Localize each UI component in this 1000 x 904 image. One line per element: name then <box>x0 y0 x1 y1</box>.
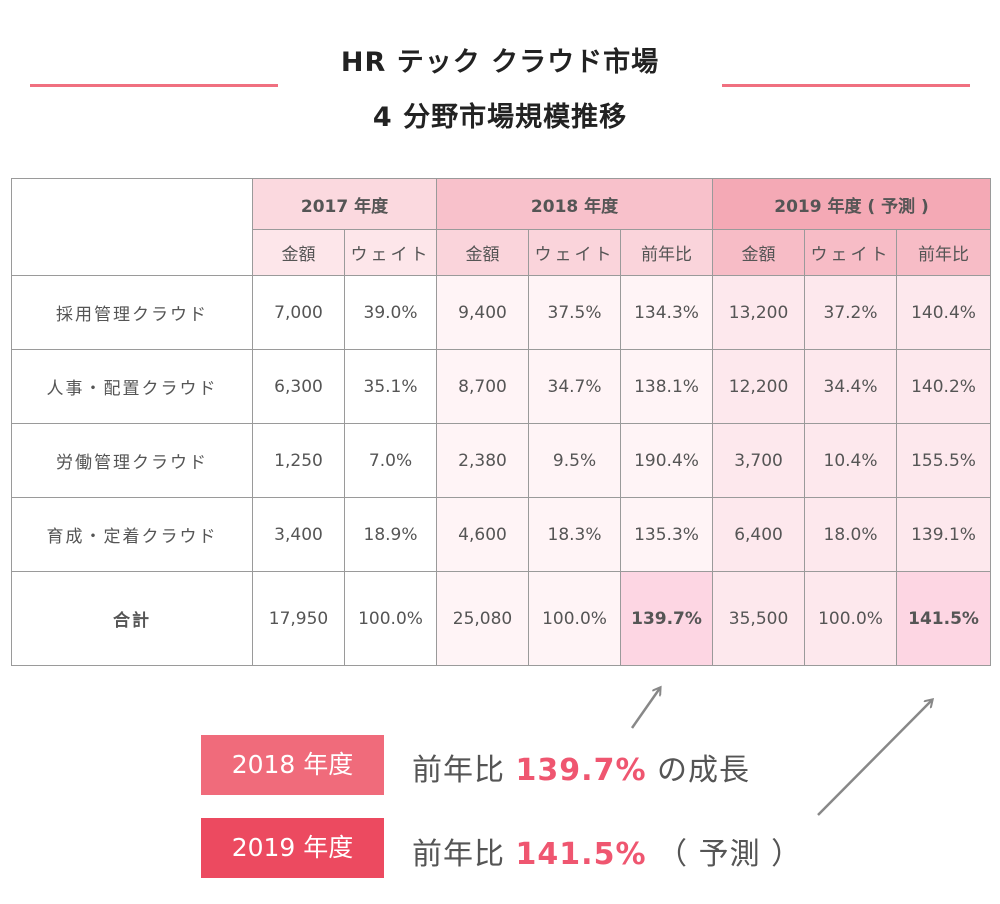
summary-2019: 前年比 141.5% （ 予測 ） <box>412 829 802 873</box>
subheader-weight-2018: ウェイト <box>528 229 622 276</box>
table-row: 労働管理クラウド 1,250 7.0% 2,380 9.5% 190.4% 3,… <box>11 423 992 498</box>
table-cell: 3,700 <box>712 423 806 498</box>
table-cell: 9.5% <box>528 423 622 498</box>
table-cell: 155.5% <box>896 423 992 498</box>
summary-2019-value: 141.5% <box>515 837 647 872</box>
subheader-weight-2019: ウェイト <box>804 229 898 276</box>
row-label: 育成・定着クラウド <box>11 497 253 572</box>
summary-2018-value: 139.7% <box>515 753 647 788</box>
table-cell: 140.4% <box>896 275 992 350</box>
arrow-2018 <box>630 688 660 729</box>
table-cell: 139.1% <box>896 497 992 572</box>
corner-cell <box>11 178 253 276</box>
total-cell: 17,950 <box>252 571 345 666</box>
chart-title-line2: 4 分野市場規模推移 <box>372 102 628 133</box>
table-cell: 35.1% <box>343 349 438 424</box>
table-cell: 18.3% <box>528 497 622 572</box>
table-cell: 7.0% <box>343 423 438 498</box>
table-row: 採用管理クラウド 7,000 39.0% 9,400 37.5% 134.3% … <box>11 275 992 350</box>
year-header-2018: 2018 年度 <box>436 178 714 230</box>
subheader-weight-2017: ウェイト <box>343 229 438 276</box>
arrow-2019 <box>817 700 932 816</box>
summary-2019-prefix: 前年比 <box>412 837 516 872</box>
table-row: 人事・配置クラウド 6,300 35.1% 8,700 34.7% 138.1%… <box>11 349 992 424</box>
table-cell: 138.1% <box>620 349 714 424</box>
total-cell: 25,080 <box>436 571 530 666</box>
summary-2019-suffix: （ 予測 ） <box>646 837 803 872</box>
total-cell: 100.0% <box>343 571 438 666</box>
year-header-2017: 2017 年度 <box>251 178 438 230</box>
highlight-total-yoy-2019: 141.5% <box>896 571 992 666</box>
title-rule-right <box>722 84 970 87</box>
summary-2018-prefix: 前年比 <box>412 753 516 788</box>
badge-2019: 2019 年度 <box>201 818 384 878</box>
table-cell: 190.4% <box>620 423 714 498</box>
total-cell: 100.0% <box>528 571 622 666</box>
table-cell: 39.0% <box>343 275 438 350</box>
subheader-yoy-2019: 前年比 <box>896 229 992 276</box>
year-header-2019: 2019 年度 ( 予測 ) <box>712 178 992 230</box>
total-cell: 100.0% <box>804 571 898 666</box>
highlight-total-yoy-2018: 139.7% <box>620 571 714 666</box>
table-cell: 37.2% <box>804 275 898 350</box>
table-cell: 18.9% <box>343 497 438 572</box>
subheader-amount-2018: 金額 <box>436 229 530 276</box>
table-cell: 34.4% <box>804 349 898 424</box>
table-cell: 3,400 <box>252 497 345 572</box>
table-cell: 6,300 <box>252 349 345 424</box>
total-row: 合計 17,950 100.0% 25,080 100.0% 139.7% 35… <box>11 571 992 666</box>
table-cell: 37.5% <box>528 275 622 350</box>
table-cell: 12,200 <box>712 349 806 424</box>
table-cell: 10.4% <box>804 423 898 498</box>
row-label: 採用管理クラウド <box>11 275 253 350</box>
table-cell: 2,380 <box>436 423 530 498</box>
table-cell: 7,000 <box>252 275 345 350</box>
row-label: 労働管理クラウド <box>11 423 253 498</box>
table-cell: 34.7% <box>528 349 622 424</box>
market-size-table: 2017 年度 2018 年度 2019 年度 ( 予測 ) 金額 ウェイト 金… <box>11 178 992 666</box>
title-rule-left <box>30 84 278 87</box>
total-cell: 35,500 <box>712 571 806 666</box>
subheader-yoy-2018: 前年比 <box>620 229 714 276</box>
table-cell: 134.3% <box>620 275 714 350</box>
badge-2018: 2018 年度 <box>201 735 384 795</box>
total-label: 合計 <box>11 571 253 666</box>
summary-2018: 前年比 139.7% の成長 <box>412 745 750 789</box>
chart-title-line1: HR テック クラウド市場 <box>340 47 660 78</box>
summary-2018-suffix: の成長 <box>646 753 751 788</box>
subheader-amount-2019: 金額 <box>712 229 806 276</box>
